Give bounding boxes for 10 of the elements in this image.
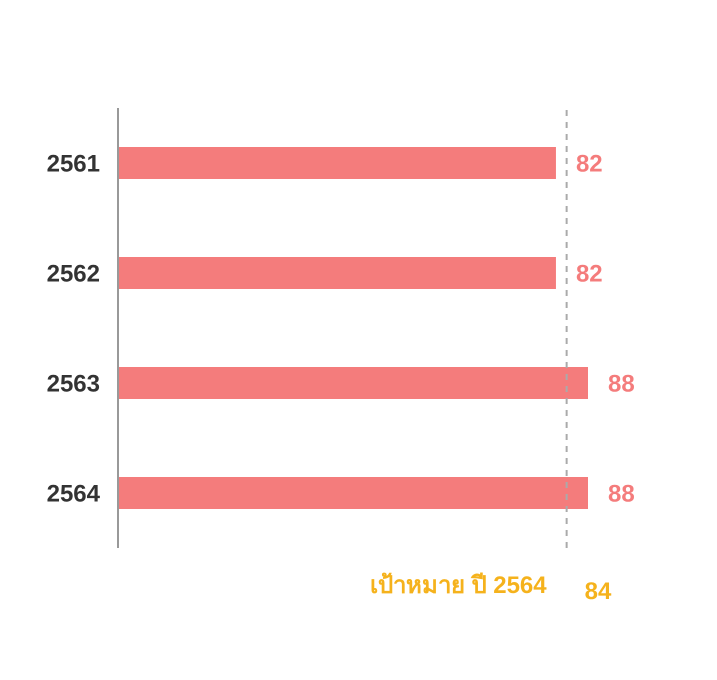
data-label: 82: [576, 260, 603, 288]
data-label: 82: [576, 150, 603, 178]
y-tick-label: 2561: [46, 150, 100, 178]
y-tick-label: 2562: [46, 260, 100, 288]
text: 84: [584, 578, 612, 605]
y-tick-label: 2563: [46, 370, 100, 398]
data-label: 88: [608, 370, 635, 398]
data-label: 88: [608, 480, 635, 508]
y-tick-label: 2564: [46, 480, 101, 508]
ref-line-label: เป้าหมาย ปี 2564: [370, 572, 548, 599]
